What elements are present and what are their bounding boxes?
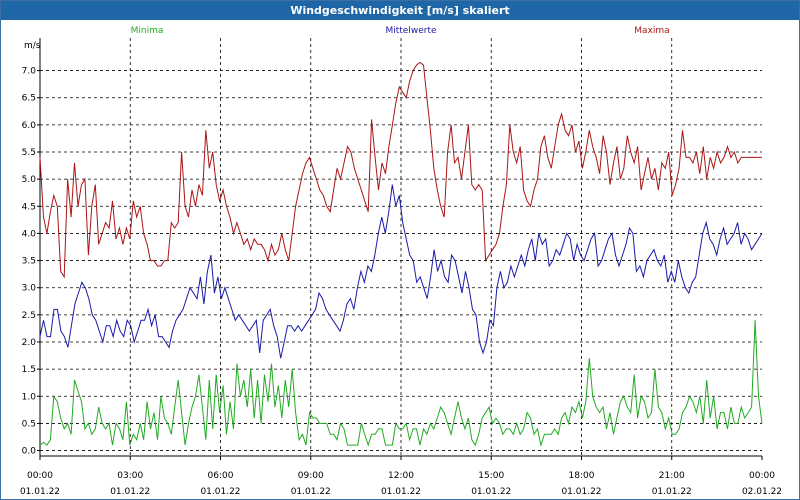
- y-tick-label: 2.5: [22, 311, 36, 321]
- x-tick-time: 15:00: [478, 471, 504, 481]
- y-tick-label: 6.5: [22, 94, 36, 104]
- x-tick-time: 03:00: [117, 471, 143, 481]
- legend-entry: Maxima: [634, 26, 669, 36]
- x-tick-time: 09:00: [298, 471, 324, 481]
- y-tick-label: 3.5: [22, 257, 36, 267]
- window-title: Windgeschwindigkeit [m/s] skaliert: [1, 1, 799, 20]
- x-tick-time: 00:00: [27, 471, 53, 481]
- y-tick-label: 5.5: [22, 148, 36, 158]
- legend: Minima Mittelwerte Maxima: [131, 26, 670, 36]
- y-tick-labels: 0.0 0.5 1.0 1.5 2.0 2.5 3.0 3.5 4.0 4.5 5.0 5.5 6.0 6…: [22, 67, 37, 457]
- series-line-mittelwerte: [39, 184, 763, 359]
- series-line-minima: [39, 320, 763, 448]
- x-tick-date: 01.01.22: [200, 487, 240, 497]
- y-tick-label: 2.0: [22, 338, 37, 348]
- x-tick-time: 18:00: [569, 471, 595, 481]
- legend-entry: Mittelwerte: [385, 26, 436, 36]
- x-tick-date: 01.01.22: [561, 487, 601, 497]
- x-tick-time: 21:00: [659, 471, 685, 481]
- axes: [37, 38, 763, 460]
- series-line-maxima: [39, 61, 762, 279]
- legend-entry: Minima: [131, 26, 164, 36]
- x-tick-date: 01.01.22: [381, 487, 421, 497]
- y-tick-label: 6.0: [22, 121, 37, 131]
- y-axis-label: m/s: [24, 41, 41, 51]
- x-tick-time: 12:00: [388, 471, 414, 481]
- x-tick-date: 01.01.22: [652, 487, 692, 497]
- x-tick-labels: 00:00 01.01.22 03:00 01.01.22 06:00 01.01.22 0…: [20, 471, 782, 497]
- x-tick-time: 06:00: [208, 471, 234, 481]
- y-tick-label: 0.0: [22, 447, 37, 457]
- y-tick-label: 1.5: [22, 365, 36, 375]
- x-tick-date: 01.01.22: [20, 487, 60, 497]
- y-tick-label: 5.0: [22, 175, 37, 185]
- x-tick-date: 02.01.22: [742, 487, 782, 497]
- y-tick-label: 1.0: [22, 392, 37, 402]
- x-tick-date: 01.01.22: [291, 487, 331, 497]
- y-tick-label: 0.5: [22, 419, 36, 429]
- y-tick-label: 4.0: [22, 229, 37, 239]
- y-tick-label: 3.0: [22, 284, 37, 294]
- x-tick-time: 00:00: [749, 471, 775, 481]
- series-lines: [39, 61, 763, 448]
- x-tick-date: 01.01.22: [110, 487, 150, 497]
- y-tick-label: 7.0: [22, 67, 37, 77]
- x-tick-date: 01.01.22: [471, 487, 511, 497]
- y-tick-label: 4.5: [22, 202, 36, 212]
